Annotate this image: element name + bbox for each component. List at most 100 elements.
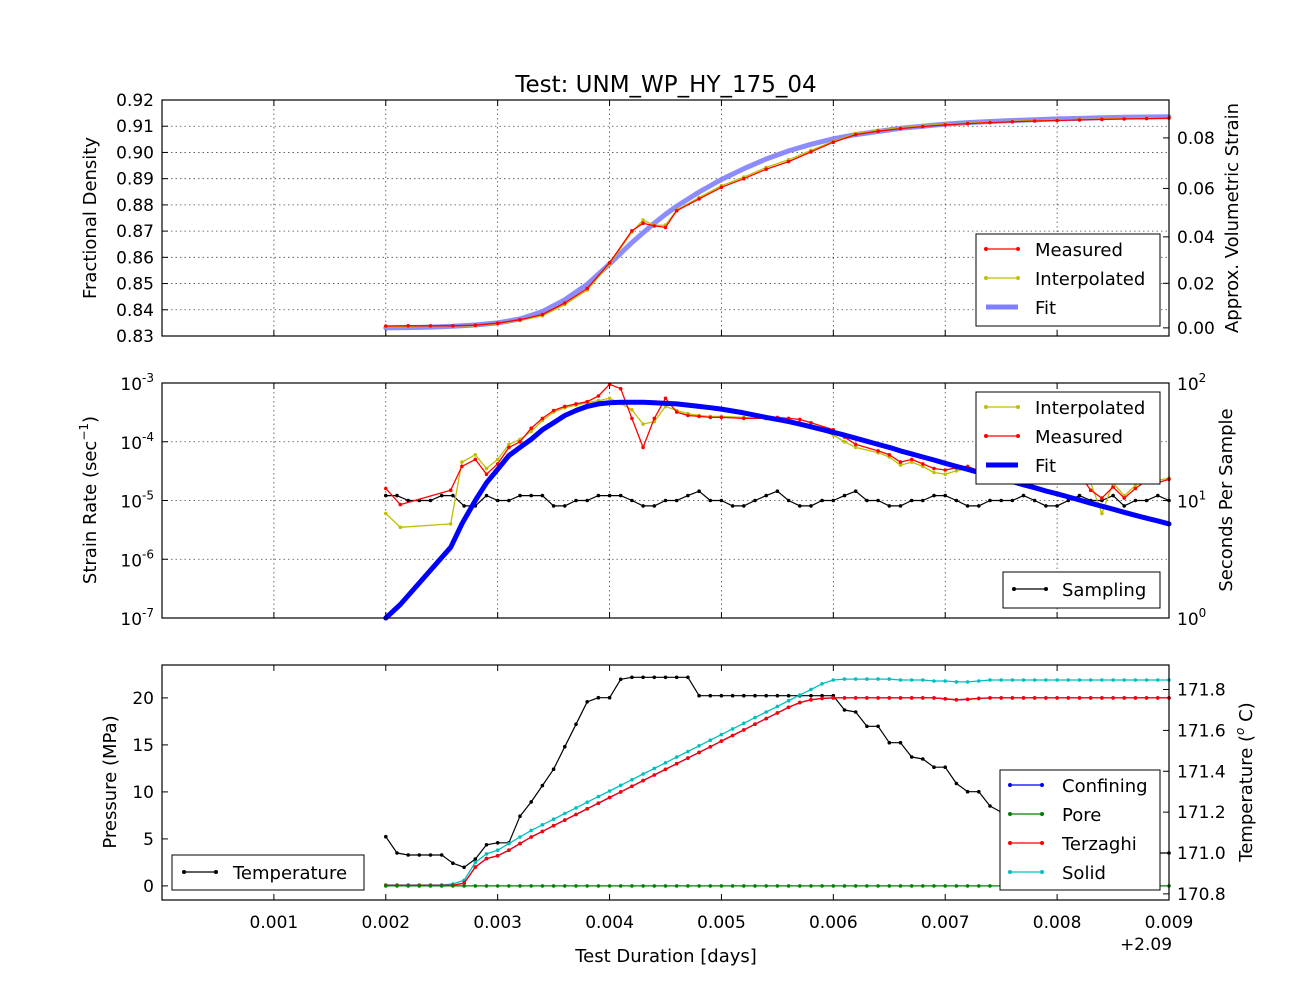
strain-rate-y-tick-label: 10-3	[120, 371, 154, 395]
pressure-pore-point	[831, 884, 836, 888]
pressure-solid-point	[652, 766, 657, 771]
strain-rate-interpolated-point	[460, 460, 464, 464]
strain-rate-interpolated-point	[630, 408, 634, 412]
strain-rate-interpolated-point	[898, 463, 903, 467]
sampling-point	[1021, 493, 1026, 498]
pressure-pore-point	[730, 884, 735, 888]
strain-rate-interpolated-point	[448, 522, 453, 526]
legend-label-pore: Pore	[1062, 805, 1101, 826]
temperature-point	[596, 695, 601, 700]
temperature-point	[574, 722, 578, 727]
pressure-terzaghi-point	[585, 807, 589, 811]
pressure-terzaghi-point	[909, 696, 914, 700]
density-legend: Measured Interpolated Fit	[975, 233, 1161, 327]
pressure-pore-point	[876, 884, 880, 888]
pressure-y-axis-label: Pressure (MPa)	[100, 715, 121, 848]
pressure-pore-point	[809, 884, 813, 888]
temperature-point	[965, 789, 970, 794]
pressure-pore-point	[451, 884, 455, 888]
sampling-point	[786, 498, 791, 503]
legend-label-terzaghi: Terzaghi	[1061, 834, 1137, 855]
pressure-y-tick-label: 0	[143, 877, 154, 897]
strain-rate-legend: Interpolated Measured Fit	[975, 391, 1161, 485]
sampling-point	[384, 493, 388, 498]
pressure-terzaghi-point	[831, 696, 836, 700]
temperature-point	[943, 765, 947, 769]
strain-rate-y-tick-label: 10-7	[120, 606, 154, 630]
sampling-point	[585, 498, 589, 503]
pressure-terzaghi-point	[574, 812, 578, 817]
density-axis-ticks: 0.83 0.84 0.85 0.86 0.87 0.88 0.89 0.90 0.91 0.92…	[116, 91, 1215, 347]
sampling-point	[630, 498, 634, 503]
pressure-terzaghi-point	[674, 761, 679, 766]
pressure-pore-point	[898, 884, 903, 888]
density-plot-frame	[161, 99, 1170, 337]
strain-rate-interpolated-point	[943, 472, 947, 477]
sampling-legend-box	[1002, 571, 1161, 609]
strain-rate-y-tick-label-base: 10	[120, 551, 142, 571]
strain-rate-measured-point	[708, 415, 713, 420]
pressure-solid-point	[596, 794, 601, 799]
pressure-solid-point	[831, 678, 836, 682]
density-measured-point	[853, 132, 858, 137]
sampling-point	[999, 498, 1003, 503]
pressure-terzaghi-point	[618, 790, 623, 794]
legend-marker-solid	[1008, 870, 1012, 874]
strain-rate-interpolated-point	[495, 457, 500, 462]
strain-rate-measured-point	[876, 449, 880, 453]
strain-rate-interpolated-point	[954, 469, 959, 473]
strain-rate-measured-point	[742, 416, 746, 421]
x-axis-offset-label: +2.09	[1120, 935, 1172, 955]
pressure-terzaghi-point	[753, 722, 757, 726]
temperature-point	[708, 693, 713, 698]
pressure-terzaghi-point	[809, 698, 813, 702]
sampling-point	[697, 489, 701, 494]
pressure-solid-point	[585, 800, 589, 804]
pressure-legend: Confining Pore Terzaghi Solid	[999, 769, 1161, 891]
temperature-point	[730, 693, 735, 698]
strain-rate-measured-point	[887, 453, 892, 457]
strain-rate-measured-point	[585, 399, 589, 404]
temperature-point	[764, 693, 768, 698]
seconds-per-sample-tick-label: 101	[1177, 489, 1206, 513]
strain-rate-measured-point	[384, 486, 388, 491]
strain-rate-measured-point	[1133, 486, 1138, 491]
pressure-terzaghi-point	[742, 728, 746, 732]
legend-label-measured: Measured	[1035, 240, 1123, 261]
sampling-point	[406, 498, 411, 503]
temperature-point	[563, 744, 567, 749]
density-measured-point	[428, 324, 433, 328]
density-measured-point	[876, 129, 880, 133]
strain-rate-y-tick-label-exp: -3	[142, 371, 154, 385]
temperature-tick-label: 170.8	[1177, 885, 1226, 905]
strain-rate-interpolated-point	[529, 429, 533, 434]
pressure-solid-point	[686, 749, 690, 754]
x-tick-label: 0.009	[1145, 913, 1194, 933]
density-measured-point	[540, 312, 545, 317]
temperature-legend: Temperature	[171, 854, 365, 891]
legend-marker-measured	[984, 434, 988, 438]
pressure-pore-point	[428, 884, 433, 888]
pressure-solid-point	[1100, 678, 1104, 682]
legend-marker-sampling	[1012, 587, 1016, 591]
pressure-pore-point	[753, 884, 757, 888]
pressure-y-tick-label: 15	[132, 736, 154, 756]
density-y-tick-label: 0.87	[116, 222, 154, 242]
temperature-point	[395, 851, 399, 855]
sampling-point	[674, 498, 679, 503]
temperature-point	[529, 800, 533, 804]
density-fit-line	[383, 114, 1172, 331]
pressure-solid-point	[921, 678, 925, 682]
seconds-per-sample-tick-label: 100	[1177, 606, 1206, 630]
temperature-point	[853, 710, 858, 714]
sampling-point	[943, 493, 947, 498]
legend-label-confining: Confining	[1062, 776, 1148, 797]
strain-rate-measured-point	[630, 416, 634, 421]
density-measured-point	[607, 261, 612, 265]
x-tick-label: 0.001	[250, 913, 299, 933]
pressure-solid-point	[641, 772, 645, 776]
strain-rate-interpolated-point	[384, 511, 388, 516]
legend-marker-confining	[1008, 783, 1012, 787]
legend-marker-terzaghi	[1040, 841, 1044, 845]
sampling-point	[652, 504, 657, 508]
